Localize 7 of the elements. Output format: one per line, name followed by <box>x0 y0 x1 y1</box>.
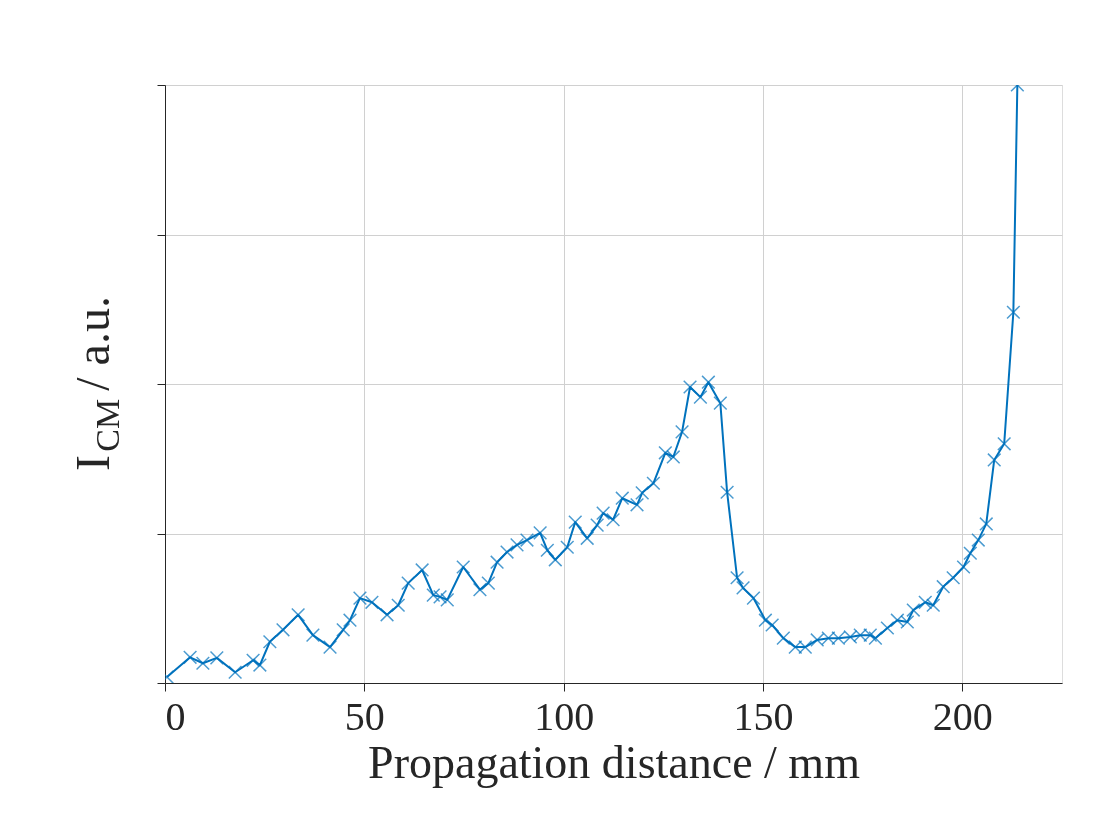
x-tick-label: 0 <box>165 693 186 739</box>
x-tick-label: 50 <box>344 693 385 739</box>
x-tick-label: 100 <box>534 693 595 739</box>
x-tick-label: 150 <box>733 693 794 739</box>
y-axis-title: ICM / a.u. <box>66 296 126 471</box>
x-axis-title: Propagation distance / mm <box>368 736 861 788</box>
x-tick-label: 200 <box>932 693 993 739</box>
